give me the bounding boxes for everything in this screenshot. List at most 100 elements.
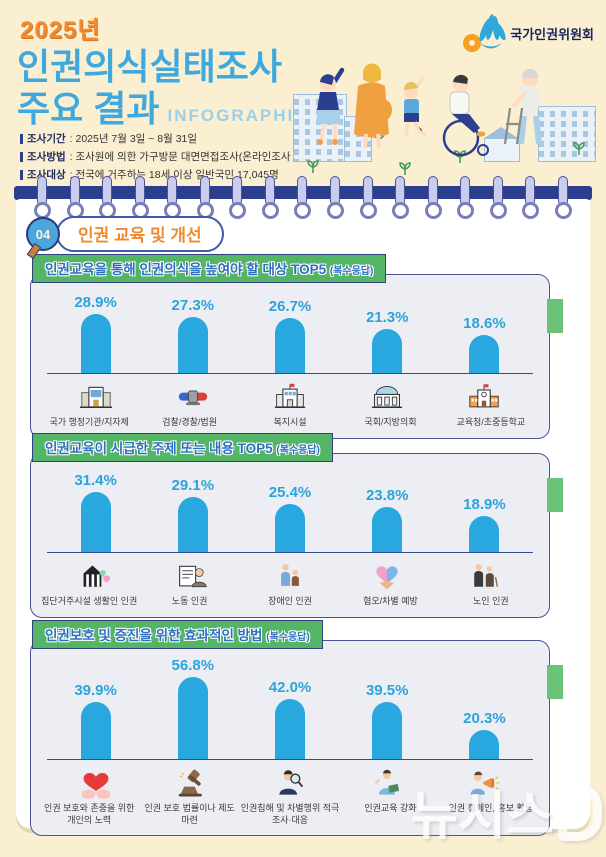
bar-category-label: 인권침해 및 차별행위 적극 조사·대응 (240, 803, 340, 825)
bars-row: 39.9% 56.8% 42.0% 39.5% 20.3% (47, 653, 533, 760)
bar-column: 28.9% (47, 294, 144, 373)
infographic-tag: INFOGRAPHIC (167, 106, 309, 125)
survey-method-label: 조사방법 (27, 151, 66, 163)
bar-column: 39.5% (339, 682, 436, 759)
bullet-bar-icon (20, 133, 23, 144)
bar-value-label: 18.6% (463, 315, 506, 332)
labels-row: 인권 보호와 존중을 위한 개인의 노력 인권 보호 법률이나 제도 마련 인권침해… (39, 800, 541, 835)
logo-text: 국가인권위원회 (510, 26, 594, 42)
chart-title: 인권교육을 통해 인권의식을 높여야 할 대상 TOP5 (복수응답) (32, 254, 387, 283)
bar-value-label: 31.4% (74, 472, 117, 489)
section-number-badge: 04 (26, 217, 60, 251)
binder-ring-icon (326, 176, 344, 222)
bar-category-label: 장애인 인권 (268, 596, 312, 606)
bar (372, 329, 403, 373)
survey-period: 조사기간 : 2025년 7월 3일 ~ 8월 31일 (20, 131, 316, 146)
bullet-bar-icon (20, 169, 23, 180)
bar (80, 314, 111, 373)
chart-title-text: 인권교육을 통해 인권의식을 높여야 할 대상 TOP5 (45, 262, 327, 277)
labels-row: 국가 행정기관/지자체 검찰/경찰/법원 복지시설 국회/지방의회 교육청/초중등학교 (39, 414, 541, 438)
bar-value-label: 20.3% (463, 710, 506, 727)
bar (275, 699, 305, 759)
anti-discrimination-icon (339, 559, 436, 593)
panel-tab (547, 665, 563, 699)
chart-title-note: (복수응답) (276, 445, 320, 456)
bar-column: 31.4% (47, 472, 144, 552)
bar-column: 21.3% (339, 309, 436, 373)
bullet-bar-icon (20, 151, 23, 162)
bars-row: 28.9% 27.3% 26.7% 21.3% 18.6% (47, 287, 533, 374)
bars-row: 31.4% 29.1% 25.4% 23.8% 18.9% (47, 466, 533, 553)
survey-method: 조사방법 : 조사원에 의한 가구방문 대면면접조사(온라인조사 병행) (20, 149, 316, 164)
icons-row (47, 374, 533, 414)
bar-category-label: 국회/지방의회 (364, 417, 417, 427)
bar-category-label: 검찰/경찰/법원 (162, 417, 217, 427)
page-subtitle-row: 주요 결과 INFOGRAPHIC (17, 80, 308, 132)
chart-panel-effective-methods: 인권보호 및 증진을 위한 효과적인 방법 (복수응답) 39.9% 56.8% 4… (30, 620, 563, 837)
bar-value-label: 27.3% (171, 297, 215, 314)
bar-category-label: 인권 캠페인, 홍보 활동 (448, 803, 534, 813)
chart-title: 인권보호 및 증진을 위한 효과적인 방법 (복수응답) (32, 620, 323, 649)
section-title: 인권 교육 및 개선 (56, 216, 224, 252)
sprout-icon (307, 160, 319, 173)
icons-row (47, 553, 533, 593)
bar (469, 730, 500, 759)
bar-column: 18.6% (436, 315, 533, 373)
binder-ring-icon (522, 176, 540, 222)
bar (469, 335, 500, 373)
bar-column: 27.3% (144, 297, 241, 373)
panel-tab (547, 299, 563, 333)
sprout-icon (573, 142, 585, 155)
chart-body: 39.9% 56.8% 42.0% 39.5% 20.3% 인권 보호와 존중을 위한 … (30, 640, 563, 837)
bar-column: 23.8% (339, 487, 436, 552)
elderly-rights-icon (436, 559, 533, 593)
bar-category-label: 집단거주시설 생활인 인권 (41, 596, 138, 606)
bar-category-label: 노인 인권 (473, 596, 509, 606)
bar-value-label: 18.9% (463, 496, 506, 513)
nhrck-logo: 국가인권위원회 (462, 12, 594, 54)
bar-value-label: 23.8% (365, 487, 409, 504)
survey-target: 조사대상 : 전국에 거주하는 18세 이상 일반국민 17,045명 (20, 167, 316, 182)
bar-category-label: 교육청/초중등학교 (456, 417, 526, 427)
bar-column: 42.0% (241, 679, 338, 759)
group-home-icon (47, 559, 144, 593)
survey-target-value: : 전국에 거주하는 18세 이상 일반국민 17,045명 (69, 169, 279, 181)
disabled-rights-icon (241, 559, 338, 593)
bar-category-label: 복지시설 (273, 417, 307, 427)
bar-column: 29.1% (144, 477, 241, 552)
bar-category-label: 인권교육 강화 (364, 803, 417, 813)
chart-body: 31.4% 29.1% 25.4% 23.8% 18.9% 집단거주시설 생활인 인권 노… (30, 453, 563, 618)
gavel-icon (144, 766, 241, 800)
bar-value-label: 25.4% (268, 484, 312, 501)
newsis-watermark: 뉴시스 (410, 774, 602, 849)
bar-category-label: 노동 인권 (171, 596, 208, 606)
bar-category-label: 혐오/차별 예방 (363, 596, 418, 606)
chart-panel-urgent-topics: 인권교육이 시급한 주제 또는 내용 TOP5 (복수응답) 31.4% 29.1… (30, 433, 563, 618)
hand-bird-logo-icon (463, 14, 506, 52)
education-icon (339, 766, 436, 800)
bar (275, 318, 305, 373)
chart-panel-education-targets: 인권교육을 통해 인권의식을 높여야 할 대상 TOP5 (복수응답) 28.9… (30, 254, 563, 439)
bar (177, 497, 208, 552)
bar-category-label: 인권 보호 법률이나 제도 마련 (144, 803, 235, 825)
megaphone-icon (436, 766, 533, 800)
binder-ring-icon (392, 176, 410, 222)
bar (372, 702, 403, 759)
bar (372, 507, 403, 552)
heart-hands-icon (47, 766, 144, 800)
bar-column: 20.3% (436, 710, 533, 759)
page-title: 인권의식실태조사 (17, 46, 282, 87)
survey-info: 조사기간 : 2025년 7월 3일 ~ 8월 31일 조사방법 : 조사원에 … (20, 131, 316, 185)
labels-row: 집단거주시설 생활인 인권 노동 인권 장애인 인권 혐오/차별 예방 노인 인권 (39, 593, 541, 617)
binder-ring-icon (229, 176, 247, 222)
chart-title-text: 인권교육이 시급한 주제 또는 내용 TOP5 (45, 441, 273, 456)
chart-title-note: (복수응답) (329, 266, 374, 277)
binder-ring-icon (261, 176, 279, 222)
bar-column: 26.7% (241, 298, 338, 373)
people-illustration (316, 63, 542, 157)
watermark-text: 뉴시스 (410, 788, 554, 846)
bar (177, 677, 208, 759)
survey-period-value: : 2025년 7월 3일 ~ 8월 31일 (69, 133, 198, 145)
bar (275, 504, 305, 552)
